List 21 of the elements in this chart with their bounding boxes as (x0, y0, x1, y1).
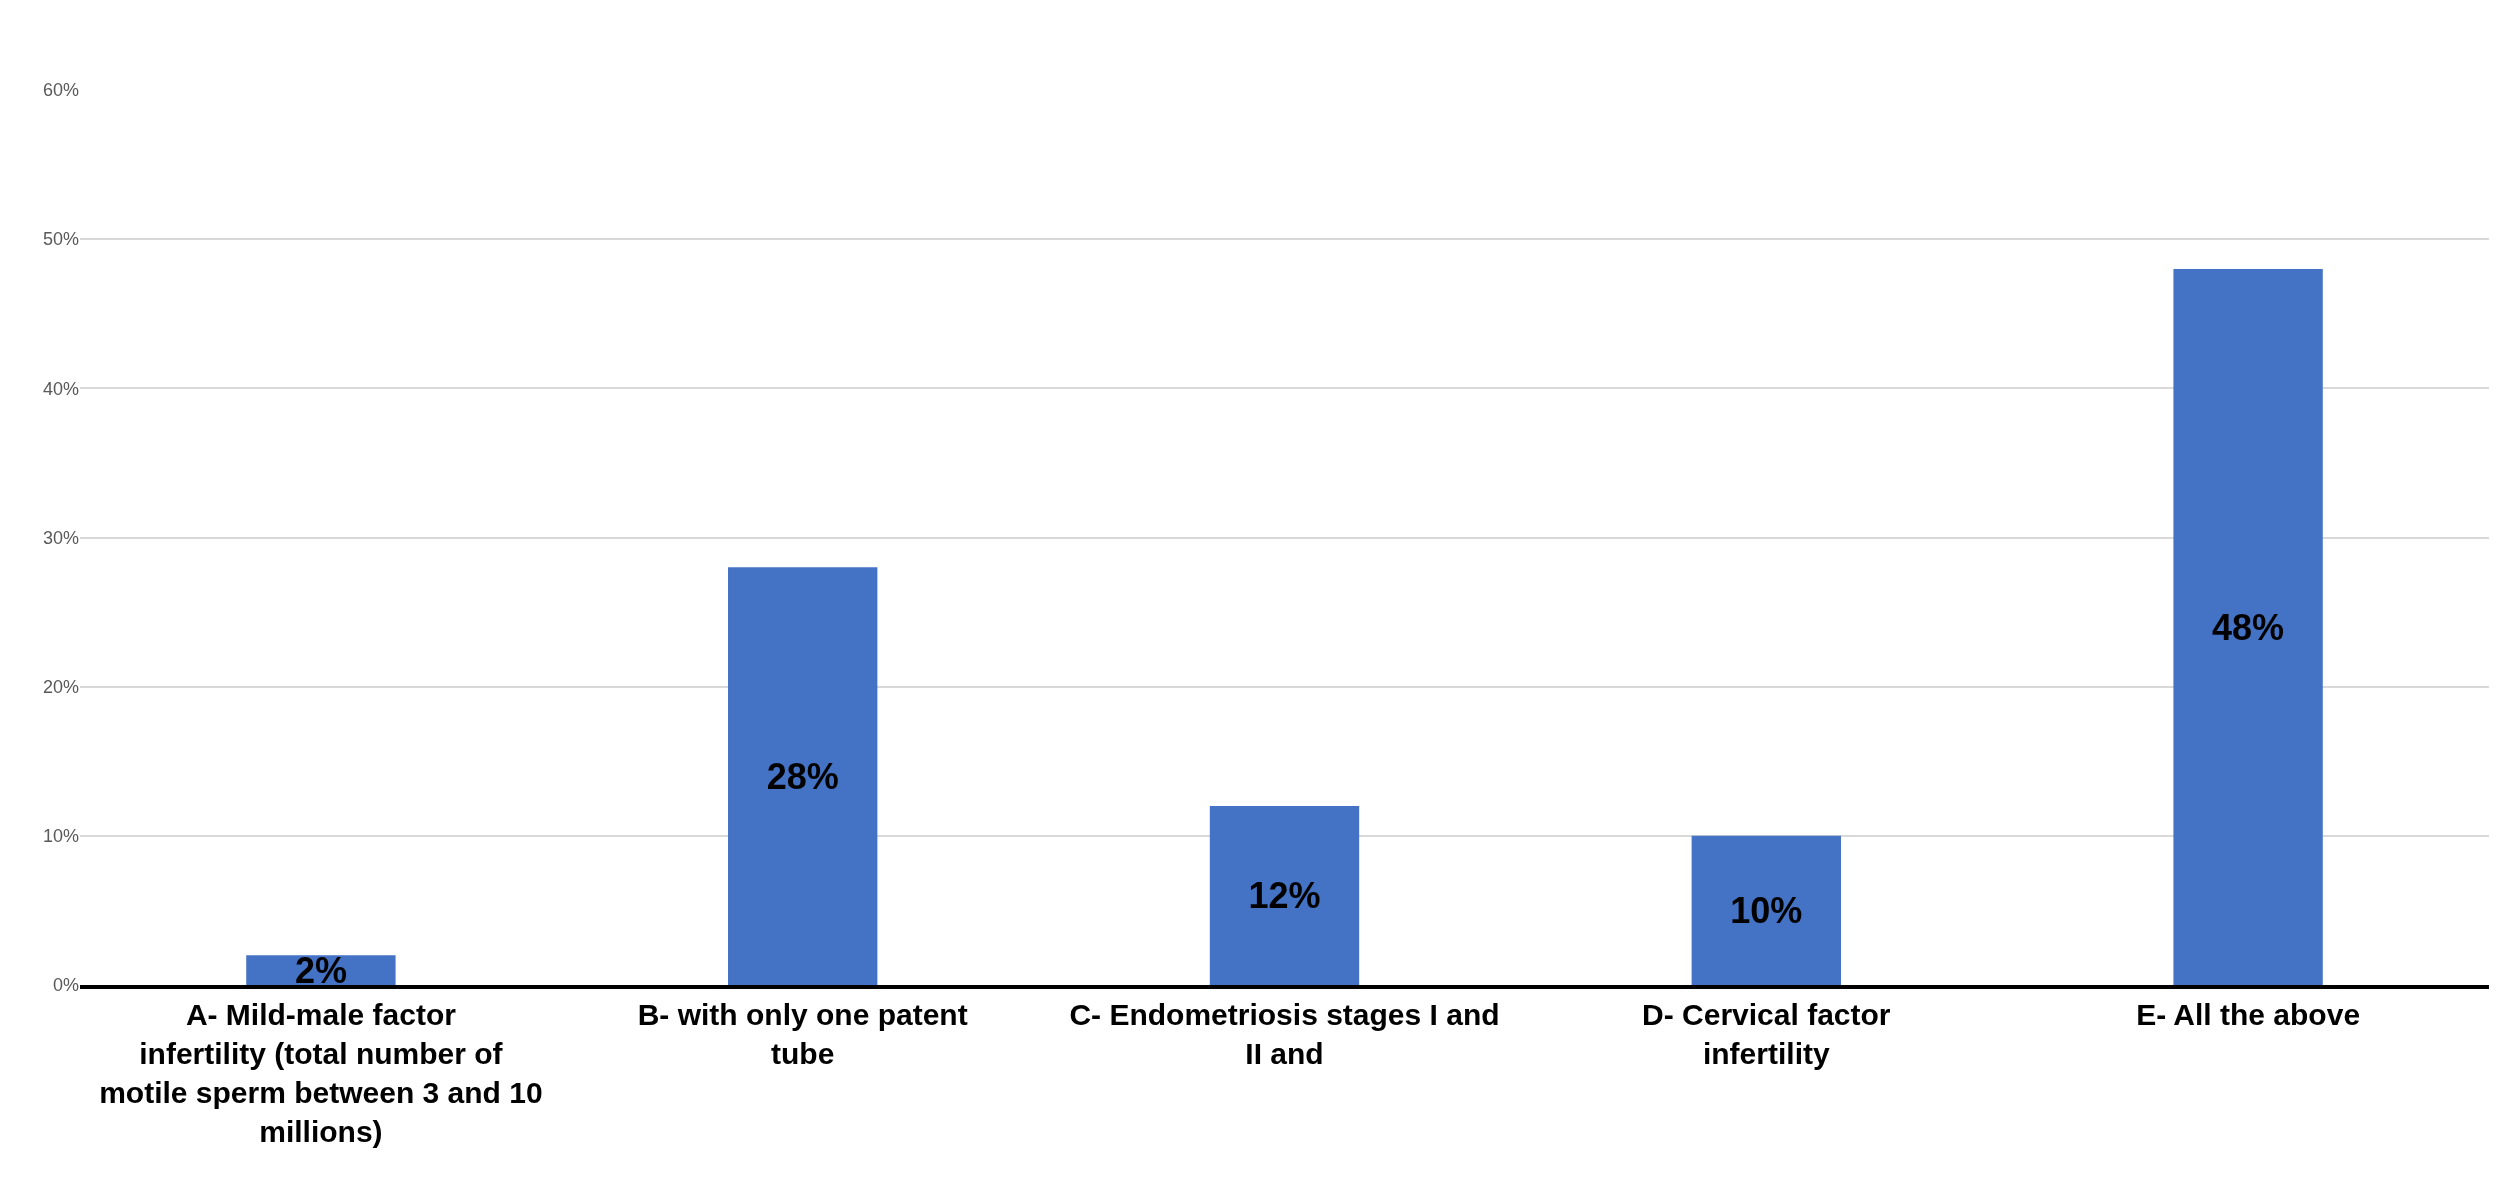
data-label: 28% (766, 755, 839, 797)
y-tick-label: 40% (42, 378, 79, 399)
y-tick-label: 10% (42, 826, 79, 847)
y-tick-label: 20% (42, 676, 79, 697)
bar (1691, 835, 1841, 985)
x-tick-label: D- Cervical factor infertility (1642, 998, 1891, 1070)
y-tick-label: 60% (42, 80, 79, 101)
x-tick-label: B- with only one patent tube (637, 998, 968, 1070)
data-label: 10% (1730, 889, 1803, 931)
x-tick-label: A- Mild-male factor infertility (total number of motile sperm between 3 and 10 millions) (99, 998, 543, 1148)
data-label: 2% (294, 949, 347, 991)
y-tick-label: 0% (52, 975, 79, 996)
y-tick-label: 30% (42, 527, 79, 548)
data-label: 12% (1248, 875, 1321, 916)
x-tick-label: E- All the above (2136, 998, 2361, 1031)
bar (1209, 806, 1360, 985)
data-label: 48% (2212, 606, 2285, 648)
bar (2173, 269, 2323, 985)
y-tick-label: 50% (42, 229, 79, 250)
x-tick-label: C- Endometriosis stages I and II and (1069, 998, 1500, 1070)
bar (728, 567, 878, 985)
